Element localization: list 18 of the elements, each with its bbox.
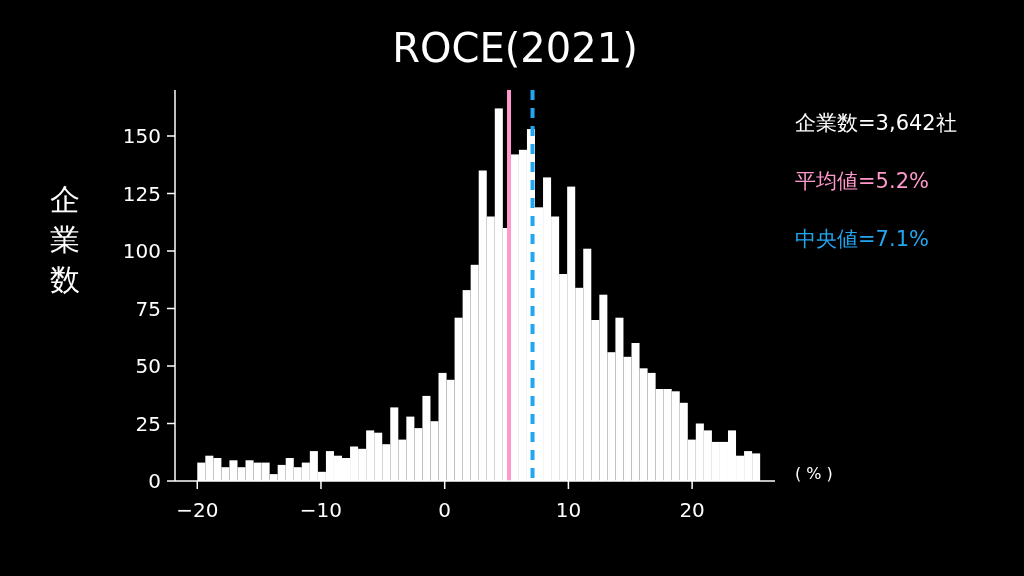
- y-axis-title: 企業数: [50, 182, 80, 297]
- y-tick-label: 50: [135, 354, 161, 378]
- y-tick-label: 100: [122, 239, 161, 263]
- x-tick-label: 20: [679, 498, 705, 522]
- y-tick-label: 125: [122, 181, 161, 206]
- chart-title: ROCE(2021): [392, 25, 638, 71]
- x-tick-label: −20: [176, 498, 219, 522]
- y-tick-label: 0: [148, 469, 161, 493]
- x-tick-label: −10: [299, 498, 343, 522]
- x-tick-label: 0: [438, 498, 452, 522]
- ref-line-label: 平均値=5.2%: [795, 169, 929, 193]
- text: 企業数=3,642社: [795, 111, 957, 135]
- ref-line-label: 中央値=7.1%: [795, 227, 929, 251]
- x-axis-title: ( % ): [795, 464, 833, 483]
- x-tick-label: 10: [555, 498, 582, 522]
- y-tick-label: 75: [135, 296, 161, 321]
- y-tick-label: 150: [122, 124, 161, 148]
- y-tick-label: 25: [135, 411, 161, 436]
